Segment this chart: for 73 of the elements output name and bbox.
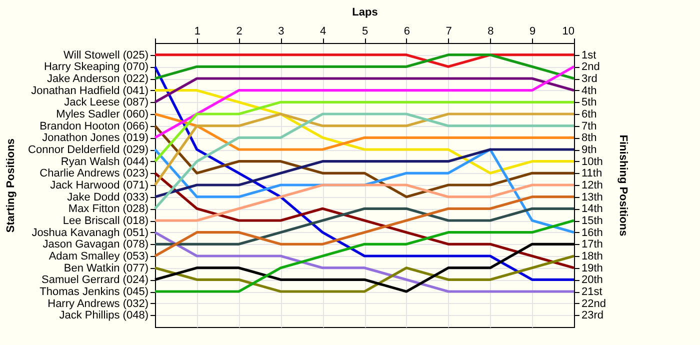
y-tick-label: 23rd (582, 310, 604, 322)
x-tick-label: 9 (530, 26, 536, 38)
text: Samuel Gerrard (024) (42, 274, 148, 286)
text: Connor Delderfield (029) (28, 144, 148, 156)
x-tick-label: 4 (320, 26, 326, 38)
line-series (154, 219, 576, 293)
text: Max Fitton (028) (68, 203, 148, 216)
text: Jack Leese (087) (64, 96, 148, 109)
text: Ben Watkin (077) (64, 262, 148, 274)
y-tick-label: 5th (582, 96, 597, 109)
text: Harry Andrews (032) (48, 298, 148, 310)
line-series (154, 112, 576, 151)
text: Myles Sadler (060) (56, 108, 148, 120)
x-tick-label: 8 (488, 26, 494, 38)
y-tick-label: 6th (582, 108, 597, 120)
line-series (154, 124, 576, 198)
x-tick-label: 10 (562, 26, 574, 38)
text: Thomas Jenkins (045) (40, 286, 148, 298)
text: Jake Anderson (022) (46, 73, 148, 85)
text: Jonathon Jones (019) (42, 132, 148, 144)
y-tick-label: 7th (582, 120, 597, 132)
y-tick-label: 10th (582, 156, 603, 168)
y-tick-label: 1st (582, 49, 596, 62)
x-tick-label: 7 (446, 26, 452, 38)
line-series (154, 172, 576, 270)
line-series (154, 184, 576, 222)
text: Lee Briscall (018) (62, 215, 148, 227)
text: Harry Skeaping (070) (44, 61, 148, 74)
x-tick-label: 2 (236, 26, 242, 38)
y-tick-label: 9th (582, 144, 597, 156)
line-series (154, 148, 576, 198)
x-axis-title: Laps (352, 6, 378, 18)
text: Jonathan Hadfield (041) (31, 84, 148, 97)
x-tick-label: 1 (194, 26, 200, 38)
text: Charlie Andrews (023) (40, 168, 148, 180)
line-series (154, 112, 576, 210)
line-series (154, 196, 576, 258)
x-tick-label: 5 (362, 26, 368, 38)
y-tick-label: 17th (582, 238, 603, 251)
text: Jason Gavagan (078) (42, 238, 148, 251)
y-tick-label: 15th (582, 215, 603, 227)
y-tick-label: 3rd (582, 73, 598, 85)
line-series (154, 254, 576, 293)
line-series (154, 65, 576, 281)
y-axis-title: Finishing Positions (616, 134, 629, 236)
line-series (154, 89, 576, 174)
y-tick-label: 16th (582, 226, 603, 239)
y-tick-label: 18th (582, 250, 603, 262)
text: Joshua Kavanagh (051) (32, 226, 148, 239)
text: Jake Dodd (033) (67, 191, 148, 204)
y-tick-label: 21st (582, 286, 602, 298)
text: Jack Phillips (048) (59, 310, 148, 322)
x-tick-label: 3 (278, 26, 284, 38)
text: Starting Positions (5, 138, 18, 233)
x-tick-label: 6 (404, 26, 410, 38)
y-tick-label: 13th (582, 191, 603, 204)
y-tick-label: 11th (582, 168, 602, 180)
y-tick-label: 20th (582, 274, 603, 286)
y-tick-label: 22nd (582, 298, 606, 310)
y-tick-label: 19th (582, 262, 603, 274)
y-tick-label: 12th (582, 180, 603, 192)
text: Ryan Walsh (044) (60, 156, 148, 168)
line-series (154, 65, 576, 139)
text: Will Stowell (025) (64, 49, 148, 62)
y-tick-label: 4th (582, 84, 597, 97)
y-tick-label: 8th (582, 132, 597, 144)
y-tick-label: 2nd (582, 61, 600, 74)
y-tick-label: 14th (582, 203, 603, 216)
text: Adam Smalley (053) (48, 250, 148, 262)
line-series (154, 231, 576, 293)
text: Jack Harwood (071) (50, 180, 148, 192)
text: Brandon Hooton (066) (40, 120, 148, 132)
line-series (154, 207, 576, 246)
